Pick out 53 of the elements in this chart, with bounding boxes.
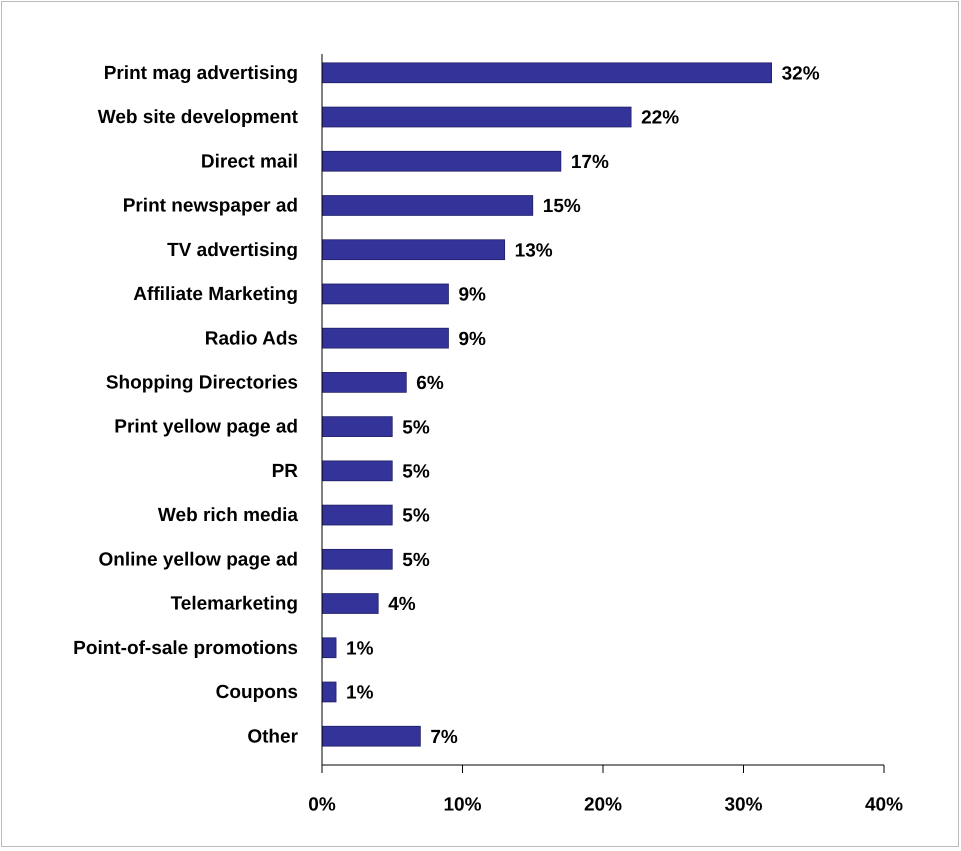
bar (322, 195, 534, 216)
y-tick-label: Web site development (98, 107, 299, 128)
data-label: 5% (402, 550, 430, 571)
data-label: 15% (542, 196, 581, 218)
x-tick-label: 10% (443, 794, 482, 816)
y-tick-label: TV advertising (167, 240, 298, 261)
bar (322, 239, 506, 260)
y-tick-label: Coupons (216, 682, 298, 704)
data-label: 5% (402, 417, 430, 438)
y-tick-label: Shopping Directories (106, 372, 298, 394)
data-label: 4% (388, 594, 416, 616)
y-tick-label: Radio Ads (204, 328, 298, 350)
bar (322, 682, 336, 702)
data-label: 7% (430, 726, 458, 748)
bar (322, 372, 407, 393)
x-tick-label: 20% (584, 794, 622, 816)
bar (322, 328, 449, 349)
data-label: 13% (514, 240, 553, 262)
bar (322, 150, 562, 172)
y-tick-label: Print mag advertising (104, 62, 298, 84)
y-tick-label: Web rich media (158, 505, 298, 526)
bar (322, 548, 393, 570)
bar (322, 637, 336, 658)
bar (322, 504, 393, 526)
bar (322, 106, 632, 128)
bar (322, 416, 393, 437)
bar (322, 593, 379, 614)
y-tick-label: Print newspaper ad (122, 196, 298, 217)
y-tick-label: Telemarketing (170, 594, 298, 615)
data-label: 9% (458, 328, 486, 350)
y-tick-label: Direct mail (200, 151, 298, 172)
x-tick-label: 30% (724, 794, 763, 816)
x-tick-label: 0% (308, 794, 336, 816)
bar (322, 726, 421, 747)
y-tick-label: Point-of-sale promotions (73, 638, 298, 659)
x-tick-label: 40% (864, 794, 904, 816)
data-label: 9% (458, 284, 486, 306)
data-label: 6% (416, 373, 444, 394)
data-label: 17% (570, 152, 609, 173)
y-tick-label: Print yellow page ad (114, 416, 298, 438)
data-label: 1% (346, 682, 374, 704)
data-label: 5% (402, 461, 430, 482)
y-tick-label: Affiliate Marketing (133, 284, 298, 306)
y-tick-label: PR (272, 460, 298, 482)
data-label: 5% (402, 506, 430, 527)
bar (322, 460, 393, 482)
bar (322, 62, 772, 84)
data-label: 22% (641, 108, 680, 129)
data-label: 32% (782, 63, 820, 84)
y-tick-label: Other (247, 726, 299, 748)
bar (322, 284, 449, 304)
y-tick-label: Online yellow page ad (98, 549, 298, 570)
data-label: 1% (346, 638, 374, 660)
